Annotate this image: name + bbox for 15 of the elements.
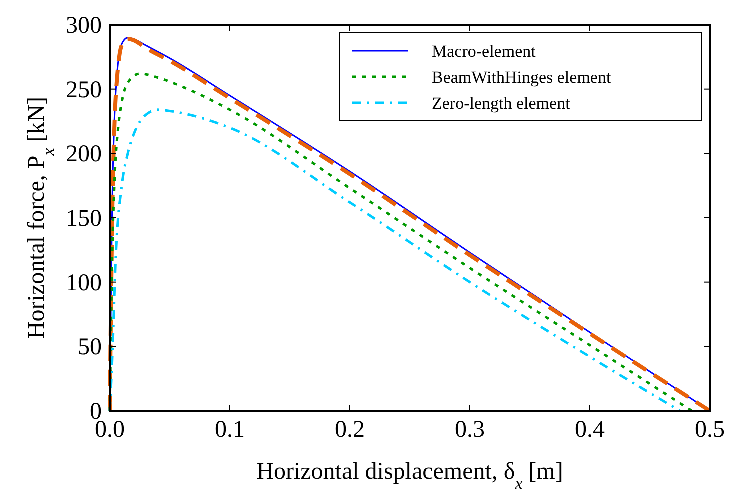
x-tick-label: 0.5 bbox=[695, 417, 725, 443]
y-tick-label: 50 bbox=[78, 334, 102, 361]
legend-label: BeamWithHinges element bbox=[432, 68, 612, 87]
y-tick-label: 150 bbox=[66, 206, 102, 232]
y-tick-label: 250 bbox=[66, 77, 102, 104]
x-axis-title: Horizontal displacement, δ$_{x}$ [m] bbox=[256, 459, 564, 491]
y-tick-label: 100 bbox=[66, 270, 102, 296]
legend-label: Macro-element bbox=[432, 42, 536, 61]
x-tick-label: 0.2 bbox=[335, 417, 365, 443]
y-tick-label: 300 bbox=[66, 13, 102, 39]
x-tick-label: 0.1 bbox=[215, 417, 245, 443]
y-tick-label: 200 bbox=[66, 142, 102, 168]
legend-label: Zero-length element bbox=[432, 94, 571, 113]
x-tick-label: 0.3 bbox=[455, 417, 485, 443]
x-tick-label: 0.4 bbox=[575, 417, 605, 443]
